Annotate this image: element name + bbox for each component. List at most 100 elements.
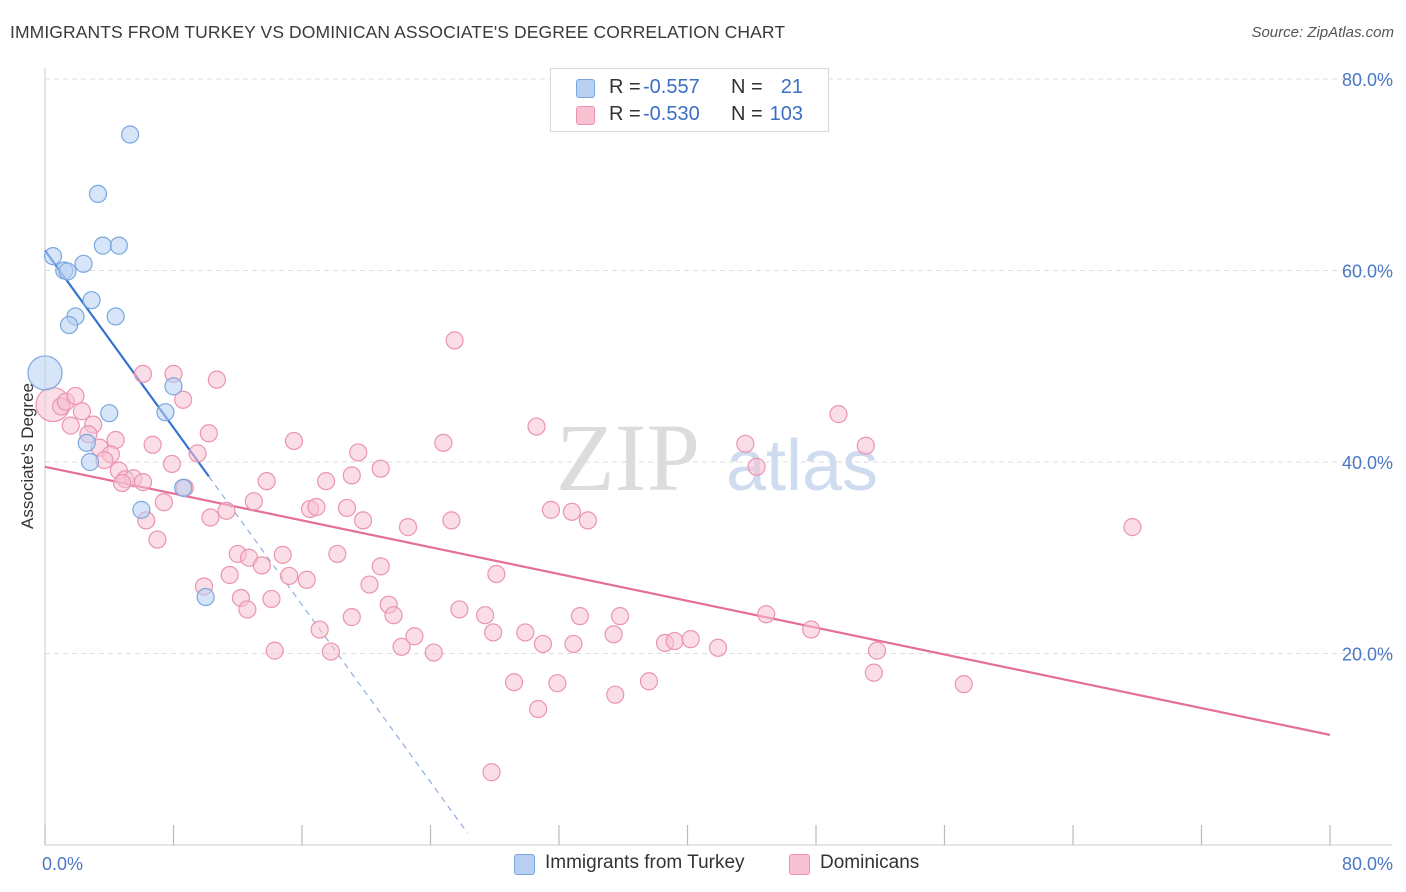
- point-dominican: [442, 511, 461, 530]
- point-turkey: [174, 478, 193, 497]
- point-dominican: [604, 625, 623, 644]
- point-dominican: [954, 675, 973, 694]
- point-dominican: [133, 473, 153, 492]
- point-dominican: [516, 623, 535, 642]
- point-dominican: [307, 497, 326, 517]
- y-tick-label: 20.0%: [1342, 645, 1393, 665]
- point-turkey: [88, 184, 108, 203]
- point-dominican: [606, 685, 625, 704]
- point-dominican: [757, 605, 776, 624]
- legend-n-value: 103: [769, 103, 803, 125]
- point-dominican: [482, 763, 501, 782]
- point-turkey: [43, 247, 63, 266]
- point-dominican: [349, 443, 368, 462]
- point-dominican: [220, 565, 239, 585]
- point-dominican: [392, 637, 411, 656]
- point-turkey: [59, 315, 79, 335]
- point-dominican: [66, 386, 85, 406]
- point-turkey: [77, 433, 96, 452]
- point-dominican: [578, 511, 598, 530]
- point-dominican: [133, 364, 153, 384]
- point-dominican: [527, 417, 546, 436]
- point-dominican: [445, 331, 464, 350]
- point-turkey: [74, 254, 93, 273]
- trend-line-turkey: [44, 249, 210, 478]
- point-turkey: [156, 403, 175, 422]
- point-dominican: [541, 500, 561, 519]
- point-dominican: [207, 370, 226, 389]
- bottom-legend-label-dominicans: Dominicans: [820, 852, 920, 873]
- point-dominican: [154, 493, 173, 512]
- point-dominican: [174, 390, 193, 409]
- bottom-legend-swatch-blue: [514, 854, 535, 875]
- tick-labels: 20.0% 40.0% 60.0% 80.0% 0.0% 80.0%: [42, 70, 1393, 874]
- point-dominican: [265, 641, 284, 660]
- point-dominican: [371, 557, 390, 576]
- point-dominican: [736, 434, 755, 453]
- legend-r-label: R =: [609, 76, 641, 98]
- point-dominican: [802, 620, 821, 639]
- point-dominican: [360, 575, 379, 594]
- point-dominican: [316, 472, 336, 491]
- point-dominican: [570, 607, 589, 626]
- legend-swatch-pink: [576, 106, 595, 125]
- point-dominican: [337, 498, 357, 518]
- point-dominican: [829, 405, 848, 424]
- point-dominican: [112, 473, 132, 493]
- point-dominican: [424, 643, 443, 662]
- point-dominican: [244, 492, 263, 511]
- point-dominican: [484, 623, 503, 642]
- point-dominican: [297, 570, 316, 589]
- point-dominican: [384, 606, 403, 625]
- legend-r-label: R =: [609, 103, 641, 125]
- point-dominican: [639, 672, 659, 691]
- x-tick-label-max: 80.0%: [1342, 854, 1393, 874]
- point-dominican: [201, 508, 220, 527]
- point-dominican: [504, 673, 524, 692]
- point-dominican: [867, 641, 887, 660]
- bottom-legend-label-turkey: Immigrants from Turkey: [545, 852, 745, 873]
- legend-swatch-blue: [576, 79, 595, 98]
- point-dominican: [665, 631, 684, 651]
- point-dominican: [564, 634, 583, 654]
- point-dominican: [262, 589, 281, 609]
- trend-line-dominicans: [44, 465, 1331, 736]
- point-dominican: [353, 511, 373, 530]
- point-dominican: [188, 444, 207, 463]
- legend-r-value: -0.530: [643, 103, 700, 125]
- legend-n-label: N =: [731, 103, 763, 125]
- point-dominican: [72, 402, 92, 421]
- point-turkey: [164, 377, 183, 396]
- point-dominican: [405, 627, 424, 646]
- y-tick-label: 80.0%: [1342, 70, 1393, 90]
- point-turkey: [196, 587, 215, 607]
- point-dominican: [1123, 518, 1142, 537]
- point-dominican: [252, 556, 271, 575]
- legend-n-value: 21: [780, 76, 803, 98]
- watermark: ZIP atlas: [556, 404, 878, 511]
- point-dominican: [856, 436, 875, 455]
- point-turkey: [132, 500, 151, 519]
- x-tick-label-min: 0.0%: [42, 854, 83, 874]
- y-tick-label: 60.0%: [1342, 262, 1393, 282]
- point-dominican: [148, 530, 167, 549]
- point-dominican: [273, 545, 292, 564]
- point-dominican: [238, 600, 257, 619]
- legend-r-value: -0.557: [643, 76, 700, 98]
- trend-lines: [44, 249, 1331, 834]
- point-turkey: [109, 236, 128, 255]
- point-dominican: [284, 431, 304, 451]
- legend-row-dominicans: R = -0.530 N = 103: [551, 100, 828, 128]
- point-dominican: [342, 466, 361, 485]
- y-axis-label: Associate's Degree: [18, 383, 37, 529]
- grid-lines: [45, 78, 1392, 654]
- point-turkey: [27, 355, 63, 391]
- point-turkey: [100, 404, 119, 423]
- chart-source: Source: ZipAtlas.com: [1251, 24, 1394, 41]
- point-dominican: [487, 564, 506, 584]
- y-tick-label: 40.0%: [1342, 453, 1393, 473]
- point-dominican: [371, 459, 390, 478]
- chart-title: IMMIGRANTS FROM TURKEY VS DOMINICAN ASSO…: [10, 22, 786, 42]
- point-dominican: [610, 607, 630, 626]
